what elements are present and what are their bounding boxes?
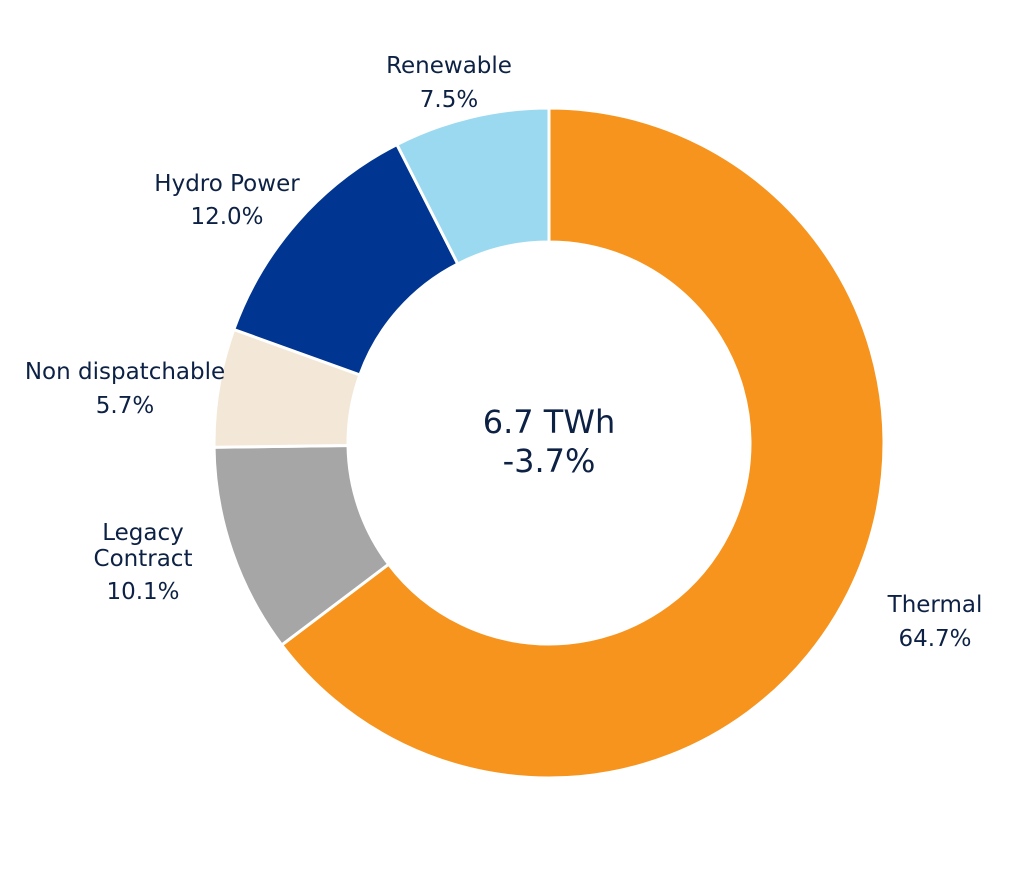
label-non-dispatchable-value: 5.7% [96,393,154,419]
label-legacy-contract-value: 10.1% [106,579,179,605]
label-thermal-name: Thermal [887,592,983,618]
label-renewable: Renewable 7.5% [386,53,512,113]
center-change: -3.7% [503,442,596,480]
donut-slices [212,106,886,780]
label-legacy-contract: Legacy Contract 10.1% [94,520,193,605]
label-thermal-value: 64.7% [898,626,971,652]
label-non-dispatchable-name: Non dispatchable [25,359,225,385]
label-renewable-value: 7.5% [420,87,478,113]
label-legacy-contract-name-line1: Legacy [102,520,184,546]
label-renewable-name: Renewable [386,53,512,79]
label-hydro-power-name: Hydro Power [154,171,300,197]
slice-renewable [394,106,551,266]
label-non-dispatchable: Non dispatchable 5.7% [25,359,225,419]
label-thermal: Thermal 64.7% [887,592,983,652]
center-total: 6.7 TWh [483,403,616,441]
label-hydro-power: Hydro Power 12.0% [154,171,300,230]
slice-thermal [279,106,886,780]
center-label: 6.7 TWh -3.7% [483,403,616,480]
label-hydro-power-value: 12.0% [190,204,263,230]
label-legacy-contract-name-line2: Contract [94,546,193,572]
